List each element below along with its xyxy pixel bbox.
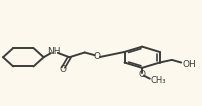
Text: O: O <box>60 65 66 74</box>
Text: CH₃: CH₃ <box>150 76 165 85</box>
Text: NH: NH <box>47 47 61 56</box>
Text: OH: OH <box>181 60 195 69</box>
Text: O: O <box>138 70 145 79</box>
Text: O: O <box>93 52 100 61</box>
